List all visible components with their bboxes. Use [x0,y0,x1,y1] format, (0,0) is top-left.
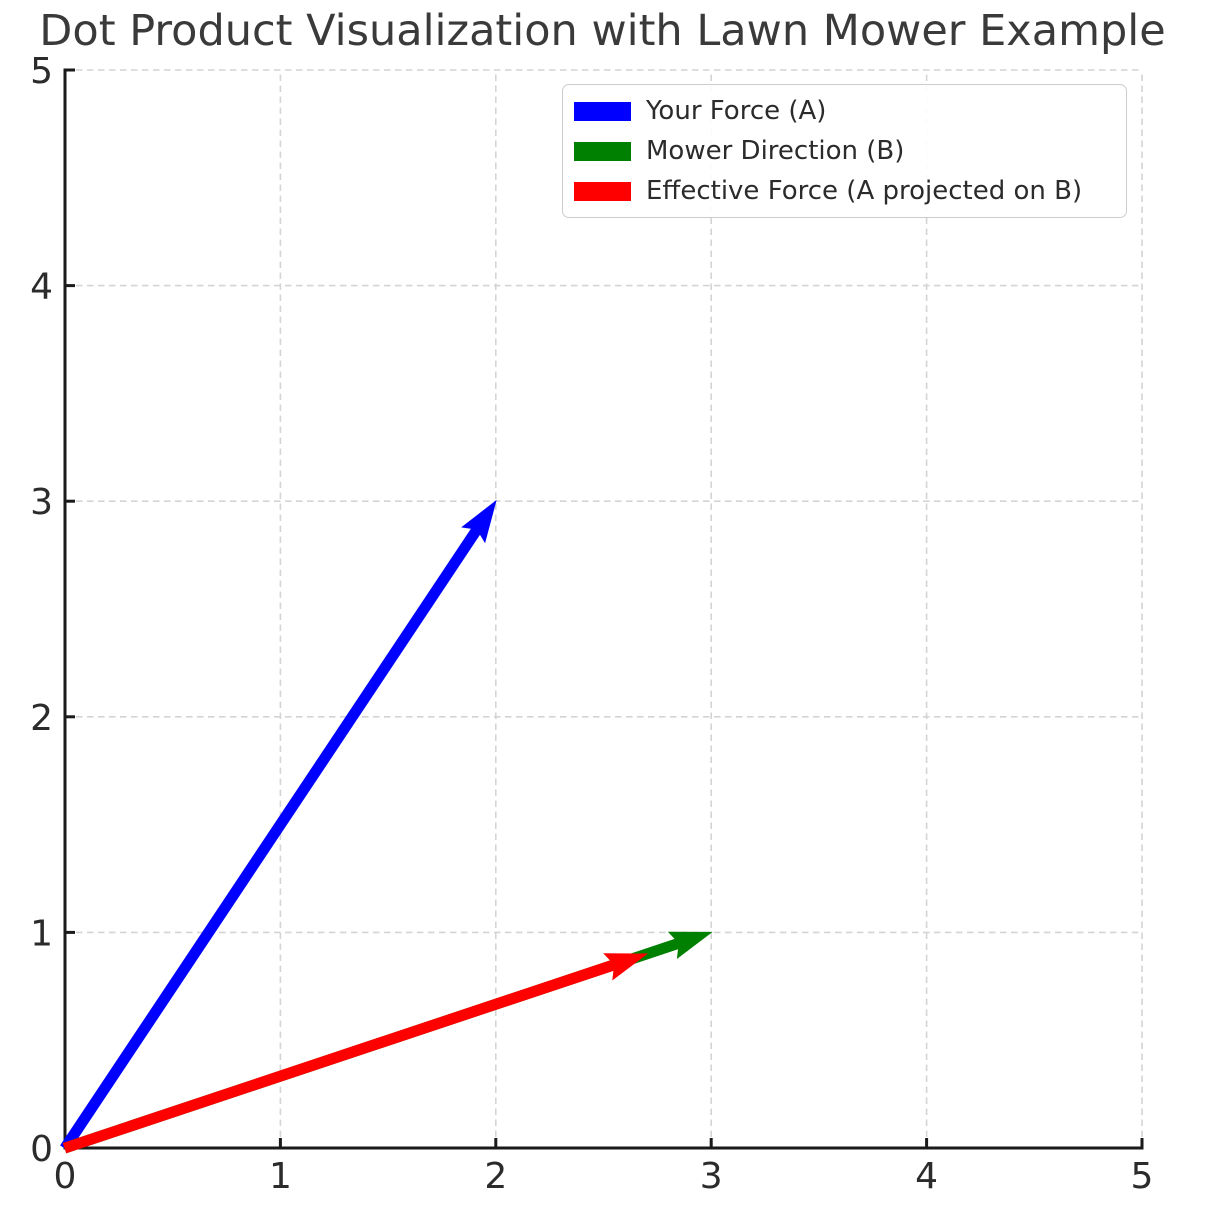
y-tick-label-3: 3 [30,482,53,523]
legend-item-1: Mower Direction (B) [574,131,1116,171]
gridlines [65,69,1143,1148]
chart-title: Dot Product Visualization with Lawn Mowe… [39,6,1166,56]
x-tick-label-4: 4 [915,1156,938,1197]
legend-label-0: Your Force (A) [646,96,827,126]
legend-swatch-2 [574,181,631,201]
y-tick-label-1: 1 [30,913,53,954]
spines [63,68,1144,1150]
legend: Your Force (A) Mower Direction (B) Effecti… [562,84,1127,218]
y-tick-label-5: 5 [30,51,53,92]
legend-item-0: Your Force (A) [574,91,1116,131]
y-tick-label-4: 4 [30,267,53,308]
x-tick-label-1: 1 [269,1156,292,1197]
legend-swatch-1 [574,141,631,161]
tick-marks [63,68,1144,1150]
legend-label-1: Mower Direction (B) [646,136,905,166]
legend-item-2: Effective Force (A projected on B) [574,171,1116,211]
x-tick-label-3: 3 [700,1156,723,1197]
legend-swatch-0 [574,101,631,121]
x-tick-label-0: 0 [54,1156,77,1197]
vector-arrow-0 [60,499,497,1152]
x-tick-label-2: 2 [484,1156,507,1197]
vector-arrow-2 [62,953,649,1154]
y-tick-label-2: 2 [30,698,53,739]
y-axis-tick-labels: 0 1 2 3 4 5 [30,51,53,1170]
y-tick-label-0: 0 [30,1129,53,1170]
x-axis-tick-labels: 0 1 2 3 4 5 [54,1156,1154,1197]
legend-label-2: Effective Force (A projected on B) [646,176,1083,206]
x-tick-label-5: 5 [1131,1156,1154,1197]
